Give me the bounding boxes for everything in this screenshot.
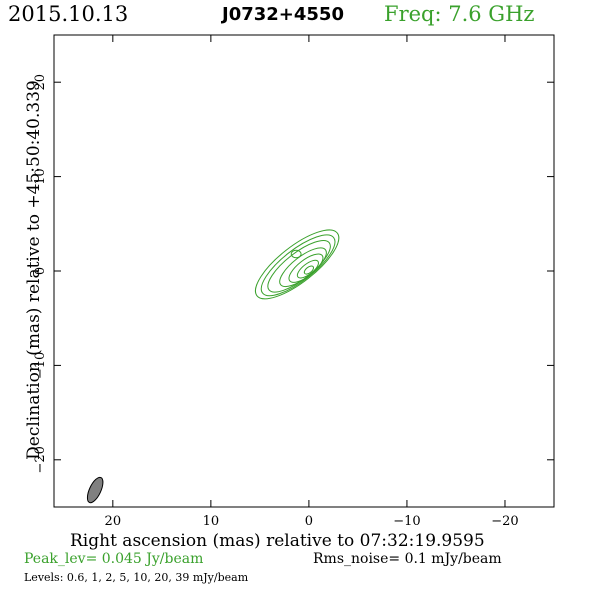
axis-tick-labels: 20 10 0 −10 −20 20 10 0 −10 −20 bbox=[33, 74, 519, 529]
contour-line bbox=[279, 247, 327, 288]
contour-line bbox=[303, 265, 314, 275]
x-tick-label: 10 bbox=[203, 514, 220, 529]
beam-ellipse bbox=[86, 476, 104, 504]
contour-line bbox=[296, 259, 319, 279]
y-tick-label: 20 bbox=[33, 74, 48, 91]
peak-level: Peak_lev= 0.045 Jy/beam bbox=[24, 551, 204, 567]
x-tick-label: 20 bbox=[105, 514, 122, 529]
contour-island bbox=[290, 249, 302, 259]
contour-line bbox=[267, 240, 331, 293]
contour-set bbox=[254, 229, 340, 300]
x-tick-label: 0 bbox=[305, 514, 313, 529]
contour-line bbox=[288, 253, 324, 283]
observation-date: 2015.10.13 bbox=[8, 2, 129, 26]
x-tick-label: −20 bbox=[491, 514, 518, 529]
x-tick-label: −10 bbox=[393, 514, 420, 529]
rms-noise: Rms_noise= 0.1 mJy/beam bbox=[313, 551, 502, 567]
frequency-label: Freq: 7.6 GHz bbox=[384, 2, 535, 26]
y-axis-label: Declination (mas) relative to +45:50:40.… bbox=[24, 80, 44, 460]
axis-ticks bbox=[54, 35, 554, 507]
x-axis-label: Right ascension (mas) relative to 07:32:… bbox=[70, 531, 485, 551]
y-tick-label: −20 bbox=[33, 446, 48, 473]
beam-ellipse-group bbox=[86, 476, 104, 504]
source-name: J0732+4550 bbox=[222, 4, 344, 25]
contour-line bbox=[260, 234, 336, 297]
y-tick-label: −10 bbox=[33, 352, 48, 379]
y-tick-label: 0 bbox=[33, 267, 48, 275]
contour-levels: Levels: 0.6, 1, 2, 5, 10, 20, 39 mJy/bea… bbox=[24, 571, 249, 584]
y-tick-label: 10 bbox=[33, 168, 48, 185]
contour-line bbox=[254, 229, 340, 300]
